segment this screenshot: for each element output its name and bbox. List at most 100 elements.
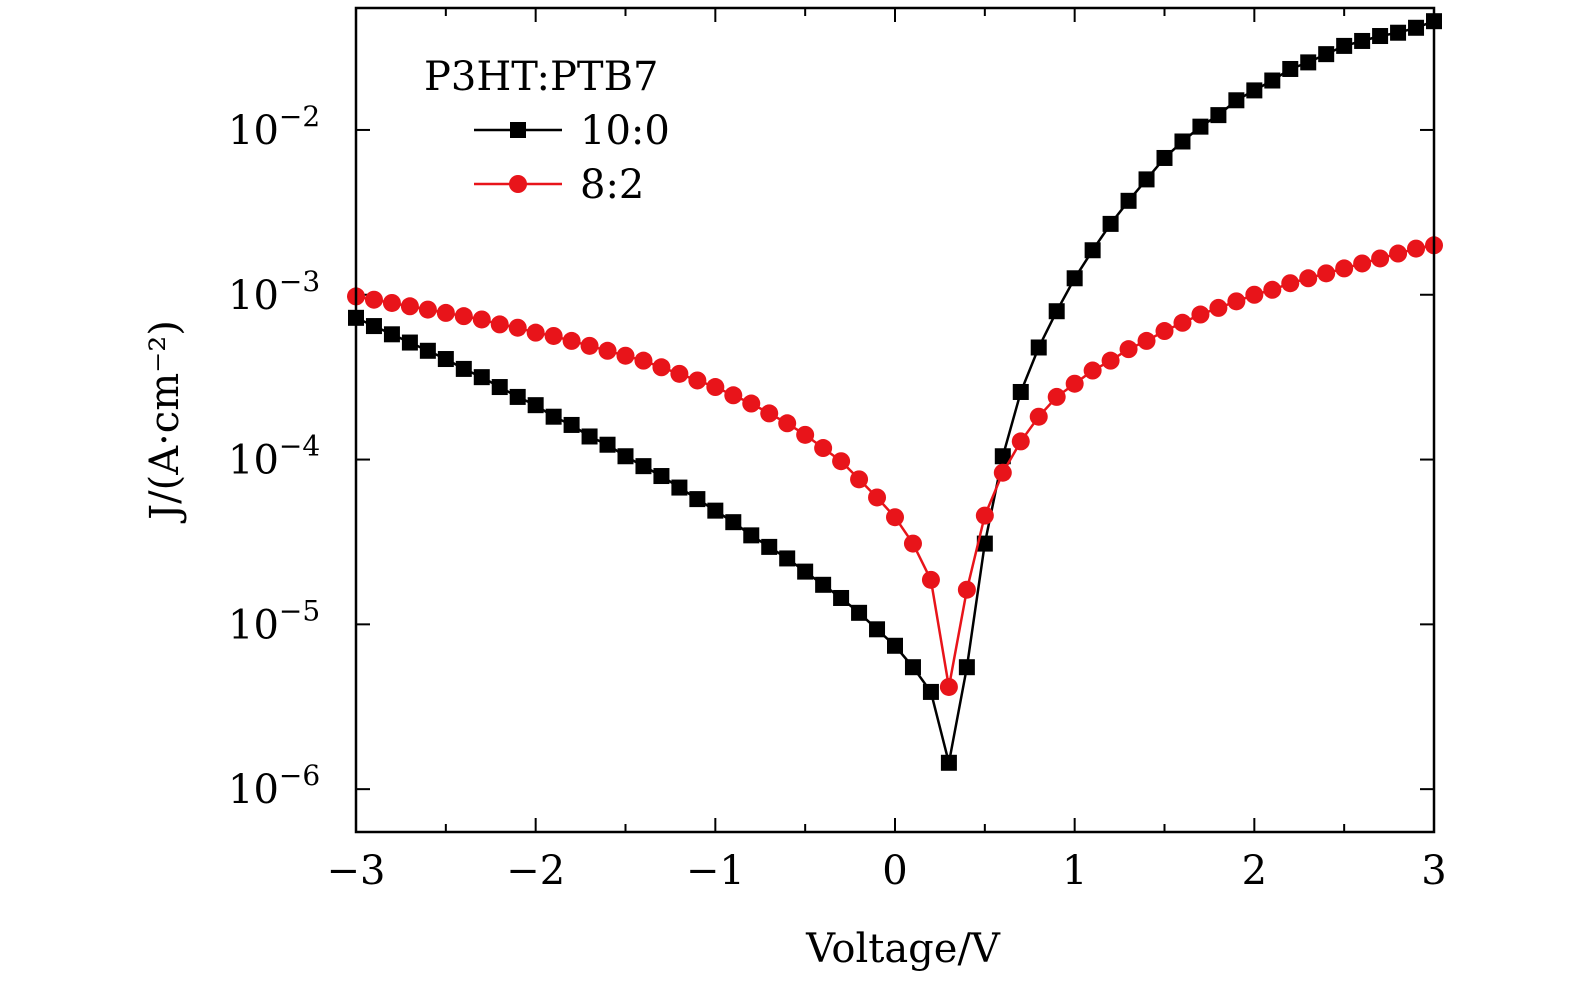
y-tick-label: 10−4 [228,430,320,484]
data-point [419,342,436,359]
data-point [1228,92,1245,109]
x-tick-label: 2 [1242,848,1267,894]
x-tick-label: −3 [327,848,386,894]
data-point [1048,303,1065,320]
data-point [940,754,957,771]
y-tick-label: 10−5 [228,594,320,648]
data-point [1372,28,1389,45]
data-point [761,538,778,555]
data-point [904,659,921,676]
data-point [599,436,616,453]
series-10-0 [348,13,1442,771]
data-point [383,326,400,343]
data-point [634,351,653,370]
data-point [815,576,832,593]
data-point [400,297,419,316]
legend-entry: 8:2 [474,162,644,208]
x-tick-label: −1 [686,848,745,894]
y-tick-labels: 10−2 10−3 10−4 10−5 10−6 [228,100,320,813]
data-point [1102,215,1119,232]
data-point [760,404,779,423]
data-point [1317,264,1336,283]
legend-marker [510,122,526,138]
data-point [958,659,975,676]
data-point [1389,244,1408,263]
plot-frame [354,6,1436,834]
data-point [1120,192,1137,209]
legend-title: P3HT:PTB7 [424,54,658,100]
data-point [563,416,580,433]
data-point [1299,269,1318,288]
data-point [598,341,617,360]
data-point [1047,387,1066,406]
data-point [670,364,689,383]
data-point [544,326,563,345]
data-point [742,394,761,413]
data-point [724,386,743,405]
data-point [616,346,635,365]
data-point [1101,351,1120,370]
data-point [436,303,455,322]
data-point [1155,322,1174,341]
data-point [1335,259,1354,278]
data-point [976,535,993,552]
data-point [1264,72,1281,89]
data-point [1227,292,1246,311]
data-point [1300,54,1317,71]
data-point [1408,19,1425,36]
data-point [796,425,815,444]
data-point [743,527,760,544]
data-point [957,580,976,599]
data-point [1191,305,1210,324]
legend-label: 10:0 [580,108,670,154]
data-point [472,310,491,329]
data-point [975,506,994,525]
y-tick-label: 10−3 [228,265,320,319]
data-point [1209,298,1228,317]
y-tick-label: 10−6 [228,759,320,813]
data-point [851,604,868,621]
data-point [418,300,437,319]
data-point [1246,82,1263,99]
data-point [1354,32,1371,49]
legend: P3HT:PTB7 10:0 8:2 [424,54,670,208]
x-tick-labels: −3 −2 −1 0 1 2 3 [327,848,1447,894]
data-point [993,463,1012,482]
data-point [1138,171,1155,188]
x-tick-label: −2 [506,848,565,894]
data-point [1192,118,1209,135]
data-point [652,358,671,377]
data-point [887,637,903,654]
data-point [364,290,383,309]
series-layer [347,13,1443,771]
data-point [1156,149,1173,166]
data-point [922,683,939,700]
data-point [527,397,544,414]
data-point [1318,46,1335,63]
x-tick-label: 3 [1421,848,1446,894]
data-point [689,491,706,508]
data-point [1407,239,1426,258]
data-point [1281,274,1300,293]
data-point [580,336,599,355]
data-point [1119,340,1138,359]
data-point [706,378,725,397]
data-point [921,570,940,589]
data-point [1012,383,1029,400]
legend-marker [509,175,527,193]
series-8-2 [347,236,1443,696]
data-point [797,563,814,580]
data-point [994,448,1011,465]
data-point [903,534,922,553]
data-point [473,369,490,386]
data-point [850,470,869,489]
data-point [490,315,509,334]
data-point [437,351,454,368]
data-point [1173,313,1192,332]
data-point [1336,37,1353,54]
data-point [545,408,562,425]
data-point [833,589,850,606]
data-point [814,439,833,458]
data-point [779,550,796,567]
data-point [939,677,958,696]
